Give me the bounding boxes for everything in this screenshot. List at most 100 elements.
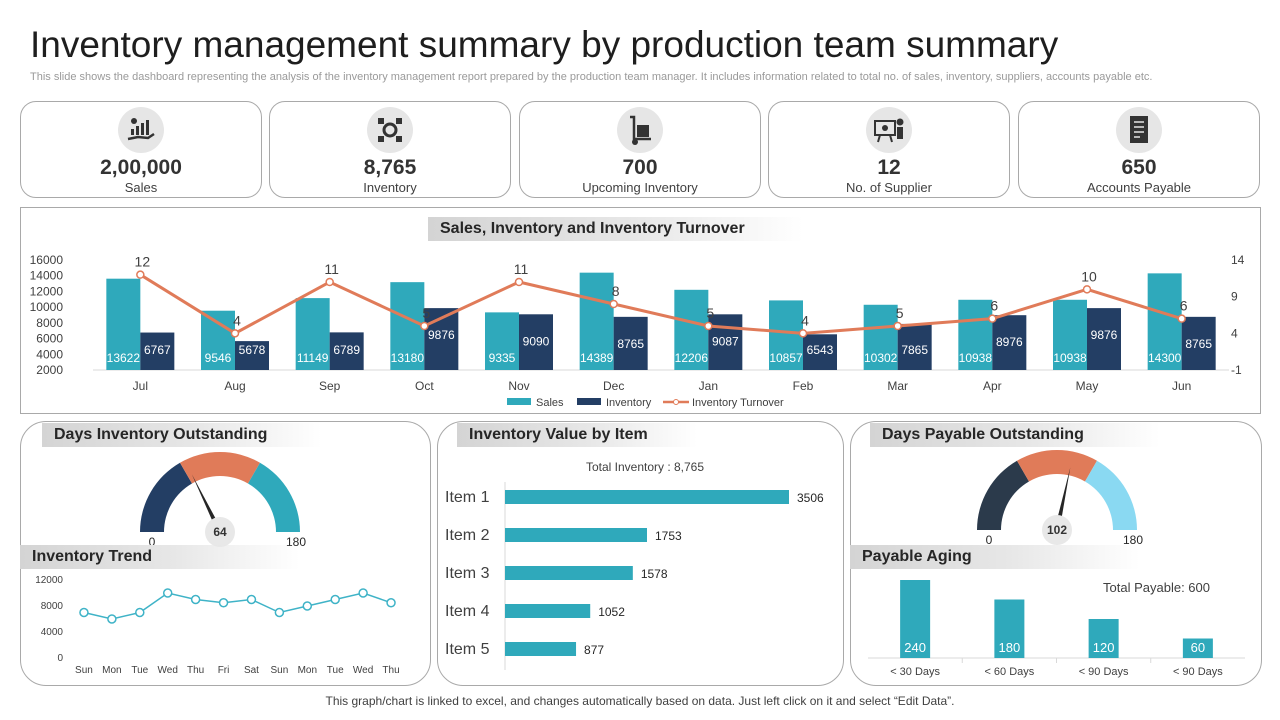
- sales-bar: [485, 312, 519, 370]
- hbar-category-label: Item 5: [445, 641, 490, 658]
- inventory-value-title: Inventory Value by Item: [457, 423, 697, 447]
- legend-swatch: [507, 398, 531, 405]
- inventory-data-label: 6543: [807, 343, 834, 357]
- gauge-value-label: 102: [1047, 523, 1067, 537]
- trend-x-tick-label: Tue: [327, 665, 344, 676]
- x-tick-label: Nov: [508, 379, 529, 393]
- inventory-data-label: 8765: [617, 337, 644, 351]
- kpi-card-inventory[interactable]: 8,765 Inventory: [269, 101, 511, 198]
- sales-chart-icon: [118, 107, 164, 153]
- inventory-bar: [235, 341, 269, 370]
- y-right-tick-label: -1: [1231, 363, 1242, 377]
- gauge-hub: [1042, 515, 1072, 545]
- hbar-bar: [505, 528, 647, 542]
- kpi-card-upcoming-inventory[interactable]: 700 Upcoming Inventory: [519, 101, 761, 198]
- inventory-gears-icon: [367, 107, 413, 153]
- sales-data-label: 9546: [205, 351, 232, 365]
- inventory-bar: [803, 334, 837, 370]
- aging-x-tick-label: < 60 Days: [984, 666, 1034, 678]
- sales-data-label: 12206: [675, 351, 709, 365]
- sales-data-label: 14389: [580, 351, 614, 365]
- turnover-point: [609, 299, 618, 309]
- inventory-bar: [1181, 316, 1216, 370]
- combo-chart-panel: [20, 207, 1261, 414]
- gauge-segment: [180, 452, 260, 484]
- inventory-data-label: 8976: [996, 335, 1023, 349]
- turnover-point: [230, 329, 240, 338]
- y-left-tick-label: 10000: [30, 300, 64, 314]
- sales-data-label: 10938: [959, 351, 993, 365]
- x-tick-label: Sep: [319, 379, 341, 393]
- turnover-line: [139, 273, 1183, 336]
- inventory-trend-title: Inventory Trend: [20, 545, 300, 569]
- inventory-bar: [613, 316, 648, 370]
- y-left-tick-label: 8000: [36, 316, 63, 330]
- turnover-data-label: 10: [1081, 268, 1097, 284]
- aging-value-label: 60: [1191, 640, 1205, 655]
- inventory-bar: [897, 323, 932, 370]
- gauge-min-label: 0: [149, 535, 156, 549]
- turnover-data-label: 8: [612, 283, 620, 299]
- turnover-point: [136, 270, 145, 279]
- inventory-data-label: 6789: [333, 343, 360, 357]
- sales-data-label: 13622: [107, 351, 141, 365]
- y-left-tick-label: 14000: [30, 269, 64, 283]
- gauge-hub: [205, 517, 235, 547]
- inventory-bar: [1087, 308, 1121, 370]
- inventory-data-label: 9087: [712, 334, 739, 348]
- sales-bar: [295, 298, 330, 370]
- aging-x-tick-label: < 90 Days: [1173, 666, 1223, 678]
- trend-y-tick-label: 8000: [41, 601, 64, 612]
- days-payable-gauge: 102 0 180: [977, 450, 1143, 547]
- aging-x-tick-label: < 30 Days: [890, 666, 940, 678]
- turnover-data-label: 12: [135, 254, 151, 270]
- kpi-card-sales[interactable]: 2,00,000 Sales: [20, 101, 262, 198]
- aging-x-tick-label: < 90 Days: [1079, 666, 1129, 678]
- hbar-value-label: 1753: [655, 529, 682, 543]
- kpi-label: Accounts Payable: [1086, 180, 1192, 195]
- y-left-tick-label: 16000: [30, 253, 64, 267]
- hbar-value-label: 1052: [598, 605, 625, 619]
- kpi-value: 12: [877, 156, 901, 179]
- sales-data-label: 10302: [864, 351, 898, 365]
- gauge-min-label: 0: [986, 533, 993, 547]
- inventory-data-label: 8765: [1185, 337, 1212, 351]
- trend-x-tick-label: Wed: [158, 665, 178, 676]
- sales-data-label: 14300: [1148, 351, 1182, 365]
- aging-value-label: 180: [999, 640, 1021, 655]
- inventory-data-label: 7865: [901, 343, 928, 357]
- days-inventory-gauge: 640 180: [140, 452, 306, 549]
- footer-note: This graph/chart is linked to excel, and…: [325, 694, 955, 708]
- payable-aging-subtitle: Total Payable: 600: [1103, 580, 1210, 595]
- x-tick-label: Mar: [887, 379, 908, 393]
- turnover-point: [420, 321, 429, 331]
- trend-point: [190, 594, 201, 605]
- inventory-bar: [329, 332, 364, 370]
- sales-bar: [863, 304, 898, 370]
- days-payable-title: Days Payable Outstanding: [870, 423, 1160, 447]
- legend-label: Sales: [536, 397, 564, 409]
- x-tick-label: Apr: [983, 379, 1002, 393]
- trend-point: [162, 588, 173, 598]
- turnover-data-label: 11: [514, 261, 529, 277]
- trend-x-tick-label: Mon: [102, 665, 121, 676]
- gauge-segment: [1085, 460, 1137, 530]
- hbar-bar: [505, 490, 789, 504]
- trend-point: [135, 607, 145, 618]
- sales-bar: [390, 282, 425, 370]
- kpi-label: Inventory: [363, 180, 417, 195]
- turnover-point: [1082, 285, 1092, 294]
- trend-x-tick-label: Thu: [382, 665, 399, 676]
- inventory-data-label: 9876: [1091, 328, 1118, 342]
- hbar-bar: [505, 566, 633, 580]
- kpi-card-suppliers[interactable]: 12 No. of Supplier: [768, 101, 1010, 198]
- gauge-segment: [977, 460, 1029, 530]
- legend-swatch: [577, 398, 601, 405]
- aging-value-label: 120: [1093, 640, 1115, 655]
- kpi-card-accounts-payable[interactable]: 650 Accounts Payable: [1018, 101, 1260, 198]
- sales-bar: [1147, 273, 1182, 370]
- kpi-label: Sales: [124, 180, 158, 195]
- sales-bar: [579, 272, 614, 370]
- sales-data-label: 10938: [1053, 351, 1087, 365]
- sales-bar: [1053, 299, 1087, 370]
